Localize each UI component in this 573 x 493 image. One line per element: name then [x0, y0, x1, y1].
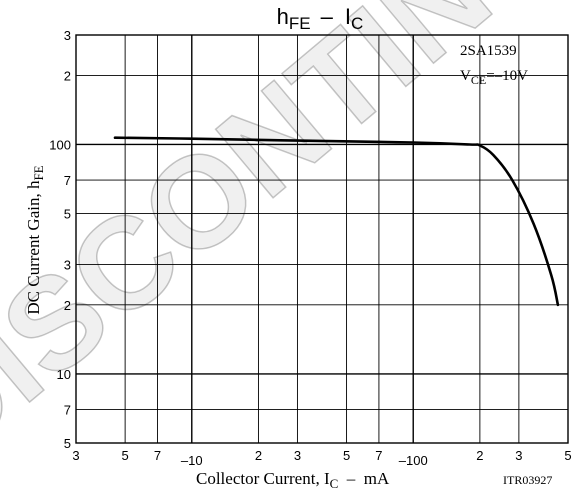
x-tick-label: 2 — [255, 448, 262, 463]
y-tick-label: 5 — [64, 207, 71, 222]
x-tick-label: 5 — [343, 448, 350, 463]
condition-pre: V — [460, 68, 471, 84]
y-tick-label: 10 — [57, 367, 71, 382]
series-line — [113, 136, 560, 307]
series — [113, 136, 560, 307]
plot-frame — [75, 34, 569, 444]
x-tick-label: 7 — [375, 448, 382, 463]
x-tick-label: 3 — [515, 448, 522, 463]
x-tick-label: 7 — [154, 448, 161, 463]
chart-title: hFE – IC — [277, 4, 364, 33]
y-tick-label: 100 — [49, 137, 71, 152]
x-tick-label: –100 — [399, 453, 428, 468]
title-main: h — [277, 4, 289, 29]
y-tick-label: 7 — [64, 402, 71, 417]
x-tick-label: –10 — [181, 453, 203, 468]
x-axis-label-subscript: C — [330, 476, 339, 491]
x-tick-label: 5 — [564, 448, 571, 463]
y-axis-label: DC Current Gain, hFE — [24, 165, 46, 314]
x-tick-label: 5 — [122, 448, 129, 463]
x-axis-label: Collector Current, IC – mA — [196, 469, 390, 491]
x-axis-label-unit: – mA — [338, 469, 390, 488]
condition-post: =–10V — [486, 68, 528, 84]
y-axis-label-main: DC Current Gain, h — [24, 180, 43, 315]
y-axis-label-subscript: FE — [31, 165, 46, 180]
condition-subscript: CE — [471, 73, 486, 87]
y-tick-label: 7 — [64, 173, 71, 188]
title-var-subscript: C — [351, 14, 363, 33]
title-main-subscript: FE — [289, 14, 311, 33]
condition-label: VCE=–10V — [460, 68, 528, 87]
x-tick-label: 3 — [294, 448, 301, 463]
title-dash: – — [321, 4, 334, 29]
y-tick-label: 5 — [64, 436, 71, 451]
x-tick-label: 2 — [476, 448, 483, 463]
x-tick-label: 3 — [72, 448, 79, 463]
x-axis-label-main: Collector Current, I — [196, 469, 330, 488]
y-tick-label: 2 — [64, 68, 71, 83]
title-var: I — [345, 4, 351, 29]
part-number: 2SA1539 — [460, 43, 517, 59]
figure-id: ITR03927 — [503, 473, 552, 487]
x-tick-labels: 3 5 7 –10 2 3 5 7 –100 2 3 5 — [72, 448, 571, 468]
grid — [76, 35, 568, 443]
y-tick-labels: 5 7 10 2 3 5 7 100 2 3 — [49, 28, 71, 451]
y-tick-label: 2 — [64, 298, 71, 313]
y-tick-label: 3 — [64, 257, 71, 272]
y-tick-label: 3 — [64, 28, 71, 43]
